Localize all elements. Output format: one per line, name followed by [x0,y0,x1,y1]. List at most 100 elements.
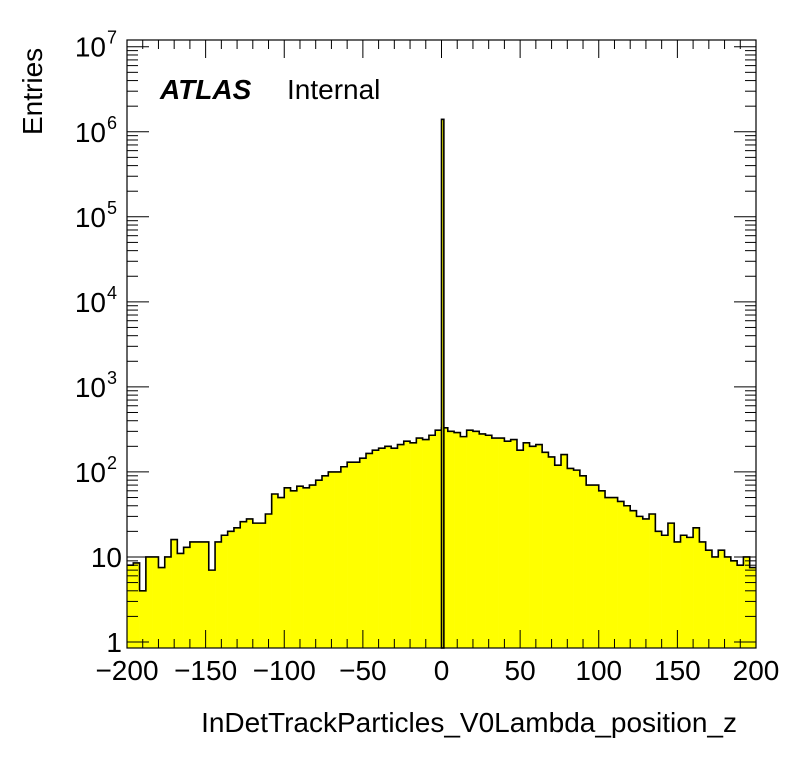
histogram-bar [271,494,279,648]
histogram-bar [516,450,524,648]
histogram-bar [127,565,134,648]
histogram-bar [617,501,625,648]
x-axis-label: InDetTrackParticles_V0Lambda_position_z [201,707,737,738]
atlas-label: ATLAS [159,74,252,105]
histogram-bar [460,436,467,648]
histogram-bar [485,435,493,648]
x-tick-label: −50 [339,655,387,686]
y-tick-label: 10 [75,457,106,488]
histogram-bar [693,527,700,648]
y-tick-exponent: 5 [107,198,117,218]
histogram-bar [686,537,694,648]
histogram-bar [737,565,744,648]
histogram-bar [315,480,323,648]
histogram-bar [309,485,316,648]
histogram-bar [472,431,480,648]
histogram-bar [321,475,329,648]
histogram-bar [749,567,757,648]
histogram-bar [139,590,147,648]
x-tick-label: −100 [253,655,316,686]
histogram-bar [605,497,612,648]
x-tick-label: 150 [654,655,701,686]
histogram-bar [579,475,587,648]
histogram-bar [711,556,719,648]
y-tick-label: 10 [75,202,106,233]
histogram-bar [233,527,241,648]
histogram-bar [397,444,405,648]
histogram-bar [724,556,732,648]
histogram-bar [573,470,581,648]
histogram-bar [529,446,537,648]
histogram-bar [705,550,713,648]
y-tick-label: 10 [75,287,106,318]
histogram-bar [171,539,178,648]
y-tick-exponent: 7 [107,28,117,48]
histogram-bar [347,462,354,648]
histogram-bar [196,541,203,648]
histogram-bar [428,435,436,648]
histogram-bar [611,497,618,648]
x-tick-label: 0 [434,655,450,686]
histogram-bars [127,427,757,648]
histogram-bar [649,514,656,648]
histogram-bar [441,427,449,648]
histogram-bar [435,430,442,648]
plot-frame [126,39,757,649]
histogram-bar [623,505,631,648]
y-axis-label: Entries [17,48,48,135]
histogram-bar [202,541,210,648]
histogram-bar [680,535,688,648]
x-tick-label: 100 [575,655,622,686]
histogram-bar [422,439,430,648]
histogram-bar [743,556,751,648]
y-tick-label: 10 [75,372,106,403]
histogram-bar [246,518,254,648]
histogram-bar [466,430,474,648]
histogram-bar [718,550,725,648]
x-tick-label: 50 [505,655,536,686]
histogram-bar [177,553,184,648]
histogram-bar [284,487,291,648]
histogram-bar [642,518,650,648]
histogram-bar [510,439,518,648]
histogram-bar [265,514,272,648]
histogram-bar [498,438,505,648]
histogram-bar [164,556,172,648]
histogram-bar [699,541,706,648]
histogram-bar [730,560,738,648]
histogram-bar [667,523,675,648]
histogram-bar [523,442,530,648]
histogram-bar [183,547,191,648]
histogram-bar [661,535,669,648]
histogram-bar [403,441,411,648]
histogram-bar [158,567,166,648]
histogram-bar [674,541,681,648]
axis-ticks [126,40,757,648]
y-tick-exponent: 2 [107,453,117,473]
histogram-bar [277,497,285,648]
histogram-bar [340,466,348,648]
histogram-bar [391,448,398,648]
y-tick-exponent: 6 [107,113,117,133]
histogram-bar [353,462,361,648]
histogram-bar [221,535,228,648]
x-tick-label: 200 [733,655,780,686]
histogram-bar [655,531,662,648]
histogram-bar [384,446,392,648]
histogram-bar [252,523,260,648]
histogram-bar [208,570,216,648]
histogram-bar [189,541,197,648]
histogram-bar [378,448,386,648]
histogram-bar [636,516,644,648]
y-tick-label: 10 [91,542,122,573]
internal-label: Internal [287,74,380,105]
histogram-bar [598,490,606,648]
histogram-bar [303,487,310,648]
histogram-bar [567,468,574,648]
histogram-bar [240,521,247,648]
y-tick-exponent: 3 [107,368,117,388]
histogram-bar [592,485,600,648]
histogram-bar [227,531,235,648]
histogram-bar [454,432,461,648]
